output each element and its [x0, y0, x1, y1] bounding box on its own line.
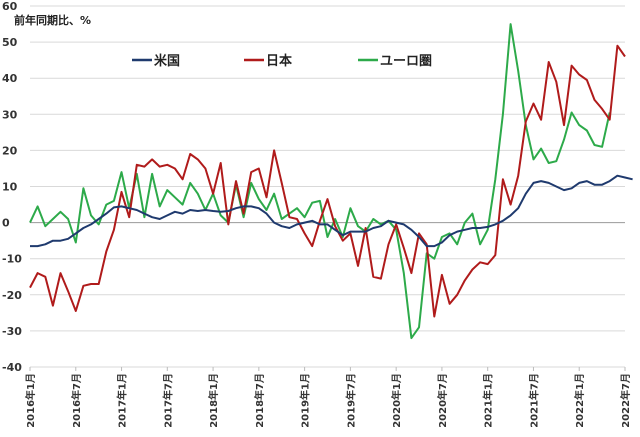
- y-tick-label: 10: [2, 181, 18, 194]
- x-tick-label: 2016年7月: [70, 373, 83, 428]
- x-tick-label: 2019年1月: [299, 373, 312, 428]
- x-tick-label: 2022年1月: [573, 373, 586, 428]
- legend-label-0: 米国: [154, 53, 180, 69]
- x-tick-label: 2021年7月: [527, 373, 540, 428]
- legend-label-1: 日本: [266, 53, 292, 69]
- legend-label-2: ユーロ圏: [380, 54, 432, 69]
- x-tick-label: 2016年1月: [24, 373, 37, 428]
- series-line-1: [29, 44, 626, 318]
- x-tick-label: 2018年7月: [253, 373, 266, 428]
- gridlines: [30, 5, 625, 368]
- x-tick-label: 2020年7月: [436, 373, 449, 428]
- series-line-0: [30, 174, 633, 248]
- x-tick-label: 2019年7月: [344, 373, 357, 428]
- x-tick-label: 2022年7月: [619, 373, 632, 428]
- y-tick-label: 0: [2, 217, 10, 230]
- y-tick-label: 40: [2, 72, 18, 85]
- y-tick-label: 20: [2, 144, 18, 157]
- y-tick-label: 60: [2, 0, 18, 13]
- x-tick-label: 2020年1月: [390, 373, 403, 428]
- y-tick-label: 30: [2, 108, 18, 121]
- x-axis-tick-labels: 2016年1月 2016年7月 2017年1月 2017年7月 2018年1月 2018年…: [24, 367, 632, 428]
- y-axis-unit-label: 前年同期比、%: [14, 13, 91, 27]
- y-tick-label: -30: [2, 325, 22, 338]
- y-tick-label: -10: [2, 253, 22, 266]
- y-tick-label: -20: [2, 289, 22, 302]
- x-tick-label: 2021年1月: [482, 373, 495, 428]
- series-line-2: [29, 23, 611, 340]
- y-tick-label: 50: [2, 36, 18, 49]
- x-tick-label: 2017年7月: [161, 373, 174, 428]
- x-tick-label: 2018年1月: [207, 373, 220, 428]
- x-tick-label: 2017年1月: [116, 373, 129, 428]
- series-lines: [29, 23, 633, 340]
- y-tick-label: -40: [2, 361, 22, 374]
- y-axis-tick-labels: 60 50 40 30 20 10 0 -10 -20 -30 -40: [2, 0, 22, 374]
- legend: 米国 日本 ユーロ圏: [132, 53, 432, 69]
